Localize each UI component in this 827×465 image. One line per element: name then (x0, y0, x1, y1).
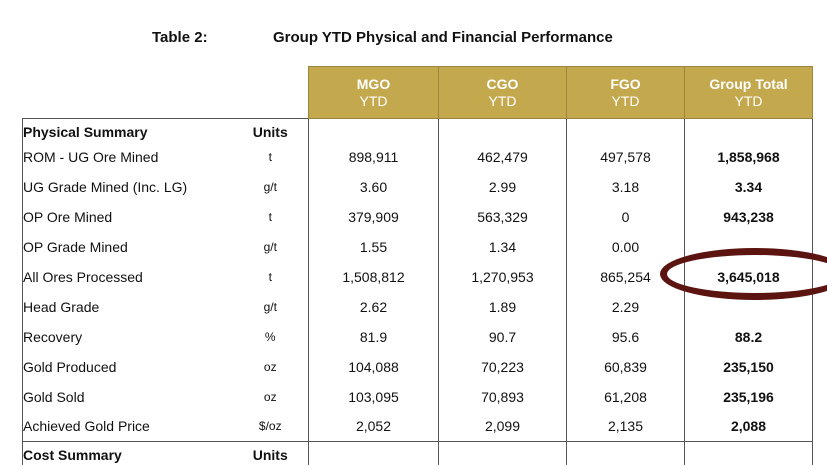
cell-total: 235,150 (684, 351, 813, 382)
cell-cgo: 90.7 (438, 321, 567, 352)
cell-mgo: 379,909 (308, 201, 439, 232)
row-label: All Ores Processed (22, 261, 233, 292)
cell-mgo: 81.9 (308, 321, 439, 352)
cell-fgo: 497,578 (566, 141, 685, 172)
cell-cgo: 1.34 (438, 231, 567, 262)
cell-cgo: 462,479 (438, 141, 567, 172)
table-row: Achieved Gold Price $/oz 2,052 2,099 2,1… (22, 411, 813, 442)
cell-cgo: 563,329 (438, 201, 567, 232)
table-row: UG Grade Mined (Inc. LG) g/t 3.60 2.99 3… (22, 171, 813, 202)
table-title: Group YTD Physical and Financial Perform… (273, 29, 613, 46)
cell-mgo: 1.55 (308, 231, 439, 262)
row-label: Gold Sold (22, 381, 233, 412)
row-label: Achieved Gold Price (22, 411, 233, 442)
physical-summary-header: Physical Summary Units (22, 118, 813, 142)
cell-fgo: 0 (566, 201, 685, 232)
row-unit: oz (263, 359, 277, 374)
cell-mgo: 1,508,812 (308, 261, 439, 292)
column-header-row: MGO YTD CGO YTD FGO YTD Group Total YTD (22, 66, 813, 119)
row-unit: oz (263, 389, 277, 404)
table-row: All Ores Processed t 1,508,812 1,270,953… (22, 261, 813, 292)
table-row: OP Ore Mined t 379,909 563,329 0 943,238 (22, 201, 813, 232)
table-row: Recovery % 81.9 90.7 95.6 88.2 (22, 321, 813, 352)
cell-fgo: 3.18 (566, 171, 685, 202)
cell-cgo: 2,099 (438, 411, 567, 442)
cell-total: 235,196 (684, 381, 813, 412)
row-unit: $/oz (232, 411, 309, 442)
cell-mgo: 2.62 (308, 291, 439, 322)
row-unit: g/t (263, 239, 277, 254)
cell-fgo: 95.6 (566, 321, 685, 352)
section-title: Cost Summary (22, 441, 233, 465)
row-unit: g/t (263, 179, 277, 194)
cell-total: 88.2 (684, 321, 813, 352)
row-label: Recovery (22, 321, 233, 352)
row-label: OP Ore Mined (22, 201, 233, 232)
cell-mgo: 2,052 (308, 411, 439, 442)
row-unit: g/t (263, 299, 277, 314)
cell-total: 3,645,018 (684, 261, 813, 292)
column-header-mgo: MGO YTD (308, 66, 439, 119)
column-header-fgo: FGO YTD (566, 66, 685, 119)
cell-total: 2,088 (684, 411, 813, 442)
cell-cgo: 70,893 (438, 381, 567, 412)
row-unit: t (268, 149, 272, 164)
cell-fgo: 60,839 (566, 351, 685, 382)
cell-cgo: 2.99 (438, 171, 567, 202)
units-header: Units (252, 446, 288, 463)
row-label: Gold Produced (22, 351, 233, 382)
cell-total: 1,858,968 (684, 141, 813, 172)
cell-cgo: 1.89 (438, 291, 567, 322)
table-row: Gold Sold oz 103,095 70,893 61,208 235,1… (22, 381, 813, 412)
table-row: ROM - UG Ore Mined t 898,911 462,479 497… (22, 141, 813, 172)
cell-total (684, 291, 813, 322)
row-label: UG Grade Mined (Inc. LG) (22, 171, 233, 202)
column-header-cgo: CGO YTD (438, 66, 567, 119)
cell-mgo: 104,088 (308, 351, 439, 382)
row-label: Head Grade (22, 291, 233, 322)
cell-fgo: 0.00 (566, 231, 685, 262)
cell-mgo: 898,911 (308, 141, 439, 172)
cost-summary-header: Cost Summary Units (22, 441, 813, 465)
cell-total: 943,238 (684, 201, 813, 232)
row-unit: % (264, 329, 276, 344)
performance-table: MGO YTD CGO YTD FGO YTD Group Total YTD … (22, 66, 813, 465)
row-label: ROM - UG Ore Mined (22, 141, 233, 172)
table-row: OP Grade Mined g/t 1.55 1.34 0.00 (22, 231, 813, 262)
section-title: Physical Summary (22, 118, 233, 142)
row-label: OP Grade Mined (22, 231, 233, 262)
cell-cgo: 70,223 (438, 351, 567, 382)
table-label: Table 2: (152, 29, 208, 46)
table-row: Gold Produced oz 104,088 70,223 60,839 2… (22, 351, 813, 382)
cell-total (684, 231, 813, 262)
cell-fgo: 2.29 (566, 291, 685, 322)
cell-fgo: 2,135 (566, 411, 685, 442)
table-title-row: Table 2: Group YTD Physical and Financia… (0, 29, 827, 49)
row-unit: t (268, 209, 272, 224)
cell-total: 3.34 (684, 171, 813, 202)
cell-mgo: 103,095 (308, 381, 439, 412)
cell-fgo: 61,208 (566, 381, 685, 412)
column-header-group-total: Group Total YTD (684, 66, 813, 119)
table-row: Head Grade g/t 2.62 1.89 2.29 (22, 291, 813, 322)
cell-mgo: 3.60 (308, 171, 439, 202)
units-header: Units (232, 118, 309, 142)
row-unit: t (268, 269, 272, 284)
cell-cgo: 1,270,953 (438, 261, 567, 292)
cell-fgo: 865,254 (566, 261, 685, 292)
